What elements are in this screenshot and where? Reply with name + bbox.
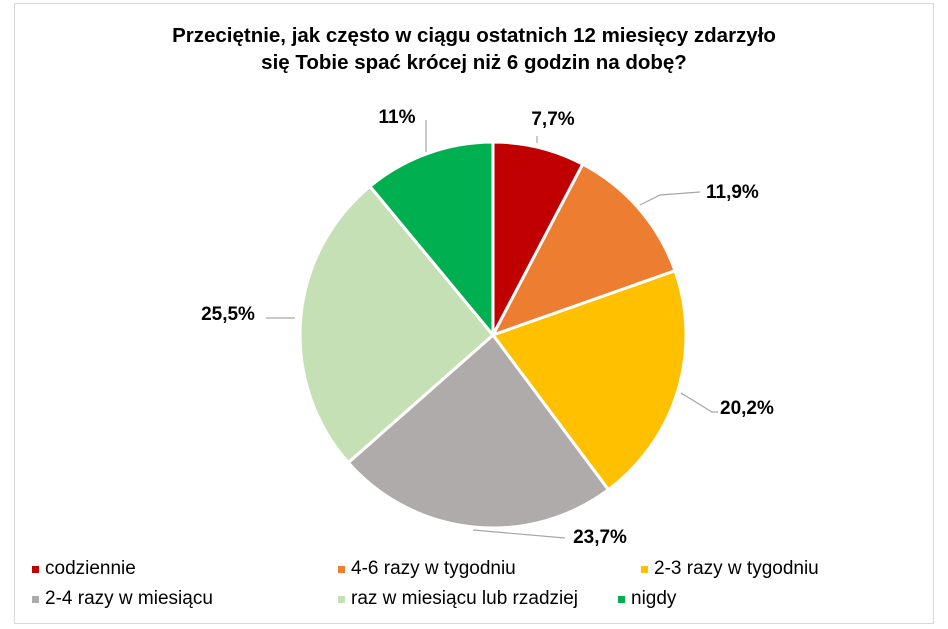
data-label: 11% bbox=[379, 107, 416, 128]
legend-swatch bbox=[32, 565, 39, 573]
data-label: 23,7% bbox=[573, 527, 627, 548]
legend-swatch bbox=[338, 595, 345, 603]
pie-slice-2 bbox=[491, 269, 688, 492]
data-label: 25,5% bbox=[201, 304, 255, 325]
leader-line bbox=[472, 529, 566, 539]
pie-slice-0 bbox=[491, 140, 585, 337]
chart-title: Przeciętnie, jak często w ciągu ostatnic… bbox=[0, 22, 948, 76]
legend-item-2-4-razy: 2-4 razy w miesiącu bbox=[32, 588, 213, 610]
pie-slices bbox=[298, 140, 688, 530]
leader-lines bbox=[266, 120, 718, 539]
legend-label: codziennie bbox=[45, 558, 136, 579]
legend-label: 2-4 razy w miesiącu bbox=[45, 588, 213, 609]
chart-title-line-1: Przeciętnie, jak często w ciągu ostatnic… bbox=[172, 24, 776, 47]
legend-swatch bbox=[338, 565, 345, 573]
legend-swatch bbox=[618, 595, 625, 603]
chart-frame bbox=[14, 3, 934, 624]
legend-item-nigdy: nigdy bbox=[618, 588, 676, 610]
data-label: 11,9% bbox=[706, 182, 759, 203]
data-label: 20,2% bbox=[720, 398, 774, 419]
legend-item-codziennie: codziennie bbox=[32, 558, 136, 580]
pie-slice-1 bbox=[491, 162, 677, 337]
leader-line bbox=[639, 191, 701, 206]
pie-slice-5 bbox=[368, 140, 495, 337]
data-label: 7,7% bbox=[531, 109, 574, 130]
pie-slice-3 bbox=[346, 333, 610, 530]
legend-item-raz-w-miesiacu: raz w miesiącu lub rzadziej bbox=[338, 588, 578, 610]
legend-item-2-3-razy: 2-3 razy w tygodniu bbox=[641, 558, 819, 580]
data-labels: 7,7% 11,9% 20,2% 23,7% 25,5% 11% bbox=[201, 107, 774, 548]
legend-label: 2-3 razy w tygodniu bbox=[654, 558, 819, 579]
legend-label: nigdy bbox=[631, 588, 677, 609]
legend-item-4-6-razy: 4-6 razy w tygodniu bbox=[338, 558, 516, 580]
legend-label: raz w miesiącu lub rzadziej bbox=[351, 588, 579, 609]
chart-title-line-2: się Tobie spać krócej niż 6 godzin na do… bbox=[261, 51, 687, 74]
legend-label: 4-6 razy w tygodniu bbox=[351, 558, 516, 579]
legend-swatch bbox=[32, 595, 39, 603]
legend-swatch bbox=[641, 565, 648, 573]
pie-slice-4 bbox=[298, 184, 495, 465]
leader-line bbox=[680, 392, 718, 413]
